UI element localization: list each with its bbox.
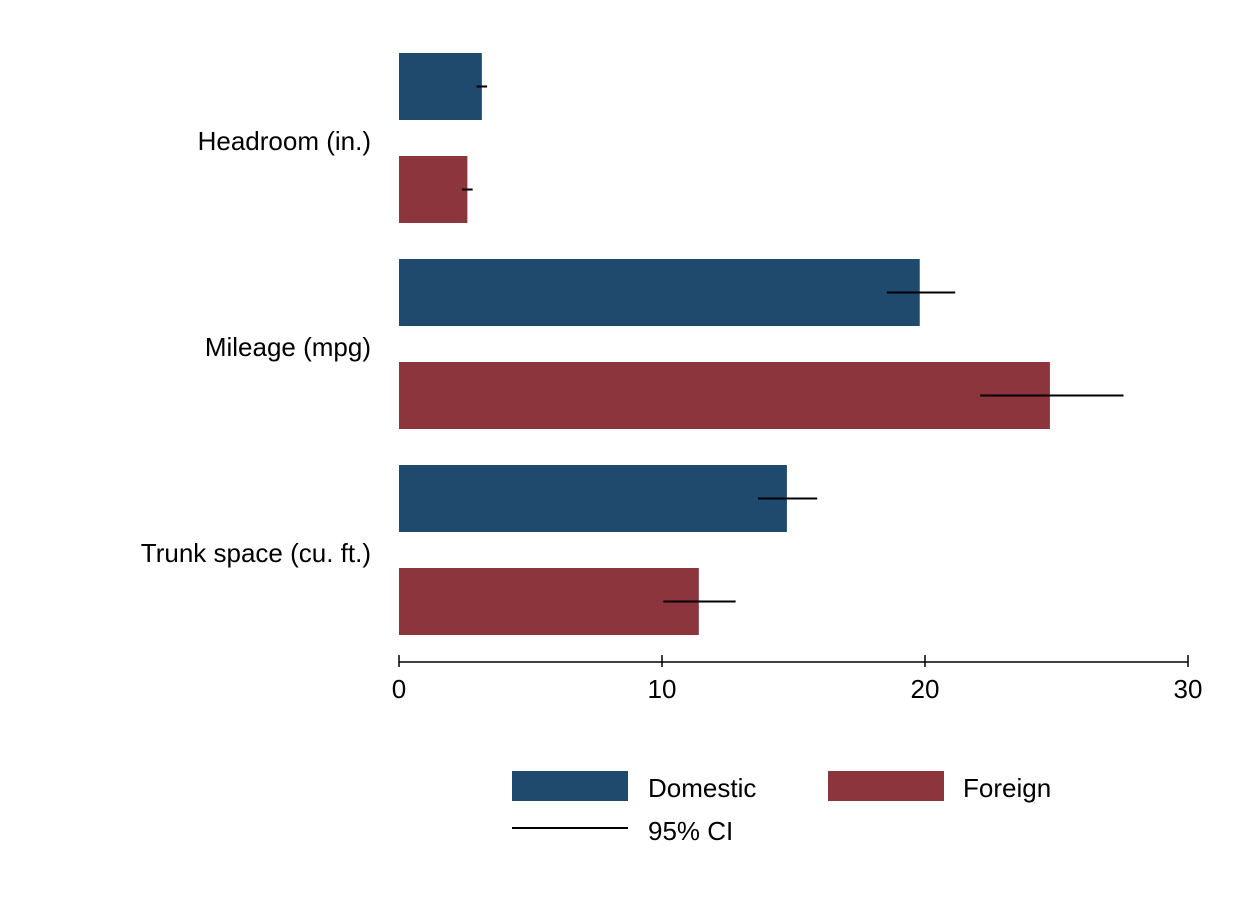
x-tick-label-0: 0 [392,674,406,704]
bar-domestic-1 [399,259,920,326]
legend-swatch-domestic [512,771,628,801]
category-label-0: Headroom (in.) [198,126,371,156]
x-axis: 0 10 20 30 [392,655,1203,704]
bar-foreign-0 [399,156,468,223]
category-label-2: Trunk space (cu. ft.) [141,538,371,568]
legend-label-ci: 95% CI [648,816,733,846]
ci-layer [462,85,1124,603]
x-tick-label-1: 10 [648,674,677,704]
x-tick-label-3: 30 [1174,674,1203,704]
bar-domestic-0 [399,53,482,120]
bar-foreign-1 [399,362,1050,429]
x-tick-label-2: 20 [911,674,940,704]
bar-foreign-2 [399,568,699,635]
legend: Domestic Foreign 95% CI [512,771,1051,846]
bar-domestic-2 [399,465,787,532]
legend-swatch-foreign [828,771,944,801]
legend-label-domestic: Domestic [648,773,756,803]
bars-layer [399,53,1050,635]
legend-label-foreign: Foreign [963,773,1051,803]
category-label-1: Mileage (mpg) [205,332,371,362]
category-labels: Headroom (in.) Mileage (mpg) Trunk space (… [141,126,371,568]
